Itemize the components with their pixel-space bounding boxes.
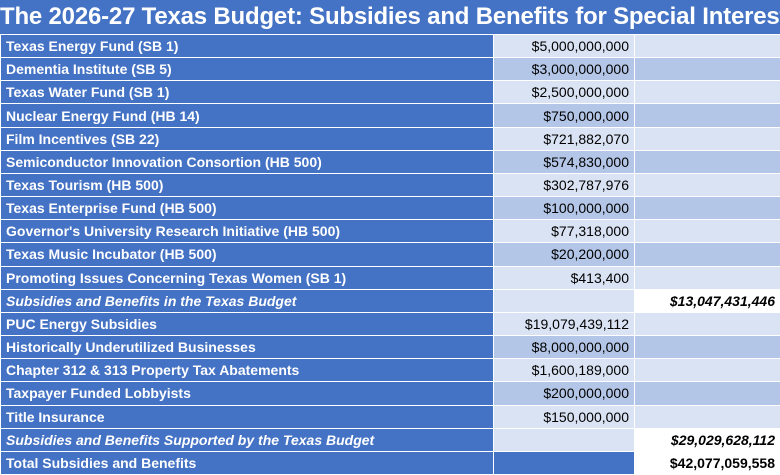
empty-cell [634, 172, 780, 198]
line-item-amount: $77,318,000 [493, 219, 635, 244]
table-row: Historically Underutilized Businesses $8,… [0, 335, 780, 360]
line-item-amount: $8,000,000,000 [493, 335, 635, 360]
empty-cell [634, 335, 780, 360]
table-row: Texas Enterprise Fund (HB 500) $100,000,0… [0, 196, 780, 221]
table-row: Title Insurance $150,000,000 [0, 404, 780, 429]
grand-total-amount: $42,077,059,558 [634, 450, 780, 475]
line-item-label: Dementia Institute (SB 5) [0, 57, 494, 82]
subtotal-amount: $29,029,628,112 [634, 427, 780, 452]
line-item-amount: $150,000,000 [493, 404, 635, 429]
line-item-label: Texas Enterprise Fund (HB 500) [0, 196, 494, 221]
line-item-amount: $413,400 [493, 265, 635, 290]
line-item-label: Title Insurance [0, 404, 494, 429]
table-row: Dementia Institute (SB 5) $3,000,000,000 [0, 57, 780, 82]
table-row: Film Incentives (SB 22) $721,882,070 [0, 126, 780, 151]
empty-cell [634, 404, 780, 429]
line-item-amount: $2,500,000,000 [493, 80, 635, 105]
empty-cell [634, 103, 780, 128]
line-item-label: Texas Tourism (HB 500) [0, 172, 494, 198]
table-row: Total Subsidies and Benefits $42,077,059,… [0, 450, 780, 475]
table-row: Nuclear Energy Fund (HB 14) $750,000,000 [0, 103, 780, 128]
empty-cell [493, 450, 635, 475]
subtotal-label: Subsidies and Benefits Supported by the … [0, 427, 494, 452]
line-item-amount: $5,000,000,000 [493, 33, 635, 59]
table-row: Texas Water Fund (SB 1) $2,500,000,000 [0, 80, 780, 105]
sheet-title: The 2026-27 Texas Budget: Subsidies and … [0, 3, 780, 30]
line-item-amount: $574,830,000 [493, 149, 635, 174]
subtotal-label: Subsidies and Benefits in the Texas Budg… [0, 288, 494, 313]
table-row: Chapter 312 & 313 Property Tax Abatement… [0, 358, 780, 383]
line-item-label: Film Incentives (SB 22) [0, 126, 494, 151]
empty-cell [634, 57, 780, 82]
empty-cell [634, 219, 780, 244]
line-item-amount: $750,000,000 [493, 103, 635, 128]
table-row: Governor's University Research Initiativ… [0, 219, 780, 244]
table-row: Texas Music Incubator (HB 500) $20,200,00… [0, 242, 780, 267]
line-item-amount: $19,079,439,112 [493, 311, 635, 337]
empty-cell [493, 427, 635, 452]
line-item-label: Texas Music Incubator (HB 500) [0, 242, 494, 267]
line-item-amount: $302,787,976 [493, 172, 635, 198]
line-item-label: Governor's University Research Initiativ… [0, 219, 494, 244]
empty-cell [493, 288, 635, 313]
table-row: Subsidies and Benefits Supported by the … [0, 427, 780, 452]
line-item-label: Semiconductor Innovation Consortion (HB … [0, 149, 494, 174]
line-item-label: Promoting Issues Concerning Texas Women … [0, 265, 494, 290]
empty-cell [634, 80, 780, 105]
line-item-label: Nuclear Energy Fund (HB 14) [0, 103, 494, 128]
line-item-label: Chapter 312 & 313 Property Tax Abatement… [0, 358, 494, 383]
line-item-amount: $721,882,070 [493, 126, 635, 151]
line-item-label: Taxpayer Funded Lobbyists [0, 381, 494, 406]
line-item-label: Texas Water Fund (SB 1) [0, 80, 494, 105]
line-item-amount: $1,600,189,000 [493, 358, 635, 383]
empty-cell [634, 242, 780, 267]
line-item-amount: $200,000,000 [493, 381, 635, 406]
empty-cell [634, 126, 780, 151]
empty-cell [634, 358, 780, 383]
table-row: Semiconductor Innovation Consortion (HB … [0, 149, 780, 174]
empty-cell [634, 196, 780, 221]
line-item-amount: $100,000,000 [493, 196, 635, 221]
empty-cell [634, 33, 780, 59]
grand-total-label: Total Subsidies and Benefits [0, 450, 494, 475]
line-item-label: Texas Energy Fund (SB 1) [0, 33, 494, 59]
empty-cell [634, 265, 780, 290]
table-row: Texas Energy Fund (SB 1) $5,000,000,000 [0, 33, 780, 59]
line-item-label: PUC Energy Subsidies [0, 311, 494, 337]
table-row: Subsidies and Benefits in the Texas Budg… [0, 288, 780, 313]
line-item-amount: $20,200,000 [493, 242, 635, 267]
empty-cell [634, 149, 780, 174]
subtotal-amount: $13,047,431,446 [634, 288, 780, 313]
line-item-amount: $3,000,000,000 [493, 57, 635, 82]
table-row: Texas Tourism (HB 500) $302,787,976 [0, 172, 780, 198]
empty-cell [634, 381, 780, 406]
budget-table: Texas Energy Fund (SB 1) $5,000,000,000 De… [0, 33, 780, 475]
empty-cell [634, 311, 780, 337]
line-item-label: Historically Underutilized Businesses [0, 335, 494, 360]
table-row: Taxpayer Funded Lobbyists $200,000,000 [0, 381, 780, 406]
table-row: Promoting Issues Concerning Texas Women … [0, 265, 780, 290]
table-row: PUC Energy Subsidies $19,079,439,112 [0, 311, 780, 337]
